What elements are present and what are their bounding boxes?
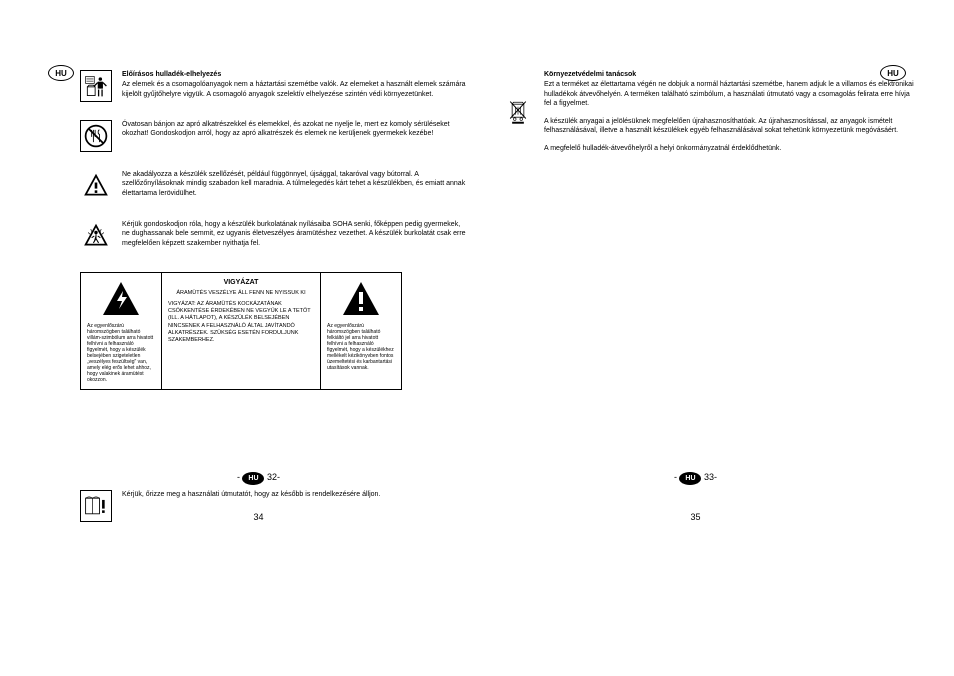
caution-right-text: Az egyenlőszárú háromszögben található f… (327, 323, 395, 371)
section-waste: Előírásos hulladék-elhelyezés Az elemek … (80, 70, 467, 102)
env-p3: A megfelelő hulladék-átvevőhelyről a hel… (544, 144, 914, 153)
inner-page-num-right: - HU 33- (477, 472, 914, 485)
caution-left-text: Az egyenlőszárú háromszögben található v… (87, 323, 155, 383)
pn-badge: HU (679, 472, 701, 485)
pn-right: 33 (704, 472, 714, 482)
warning-icon (80, 170, 112, 202)
shock-text: Kérjük gondoskodjon róla, hogy a készülé… (122, 220, 467, 252)
caution-main-text: VIGYÁZAT: AZ ÁRAMÜTÉS KOCKÁZATÁNAK CSÖKK… (168, 301, 314, 344)
voltage-triangle-icon (99, 279, 143, 319)
page-container: HU Előírásos hulladék-elhelyezés Az elem… (0, 0, 954, 560)
lang-badge-right: HU (880, 65, 906, 81)
env-p1: Ezt a terméket az élettartama végén ne d… (544, 80, 914, 108)
lang-badge-left: HU (48, 65, 74, 81)
waste-heading: Előírásos hulladék-elhelyezés (122, 70, 467, 79)
caution-subtitle: ÁRAMÜTÉS VESZÉLYE ÁLL FENN NE NYISSUK KI (168, 290, 314, 297)
left-page: HU Előírásos hulladék-elhelyezés Az elem… (40, 70, 477, 540)
caution-right-col: Az egyenlőszárú háromszögben található f… (321, 273, 401, 389)
section-smallparts: Óvatosan bánjon az apró alkatrészekkel é… (80, 120, 467, 152)
pn-badge: HU (242, 472, 264, 485)
right-page: HU Környezetvédelmi tanácsok Ezt a termé… (477, 70, 914, 540)
inner-page-num-left: - HU 32- (40, 472, 477, 485)
smallparts-text: Óvatosan bánjon az apró alkatrészekkel é… (122, 120, 467, 152)
pn-left: 32 (267, 472, 277, 482)
no-eat-icon (80, 120, 112, 152)
caution-box: Az egyenlőszárú háromszögben található v… (80, 272, 402, 390)
exclaim-triangle-icon (339, 279, 383, 319)
recycle-bin-icon (80, 70, 112, 102)
weee-icon (502, 70, 534, 153)
shock-warning-icon (80, 220, 112, 252)
env-text-block: Környezetvédelmi tanácsok Ezt a terméket… (544, 70, 914, 153)
env-heading: Környezetvédelmi tanácsok (544, 70, 914, 79)
section-shock: Kérjük gondoskodjon róla, hogy a készülé… (80, 220, 467, 252)
caution-title: VIGYÁZAT (168, 279, 314, 286)
outer-page-num-right: 35 (477, 512, 914, 522)
env-p2: A készülék anyagai a jelölésüknek megfel… (544, 117, 914, 136)
waste-body: Az elemek és a csomagolóanyagok nem a há… (122, 81, 466, 97)
caution-left-col: Az egyenlőszárú háromszögben található v… (81, 273, 161, 389)
outer-page-num-left: 34 (40, 512, 477, 522)
section-env: Környezetvédelmi tanácsok Ezt a terméket… (502, 70, 914, 153)
ventilation-text: Ne akadályozza a készülék szellőzését, p… (122, 170, 467, 202)
section-ventilation: Ne akadályozza a készülék szellőzését, p… (80, 170, 467, 202)
caution-center-col: VIGYÁZAT ÁRAMÜTÉS VESZÉLYE ÁLL FENN NE N… (161, 273, 321, 389)
waste-text: Előírásos hulladék-elhelyezés Az elemek … (122, 70, 467, 102)
